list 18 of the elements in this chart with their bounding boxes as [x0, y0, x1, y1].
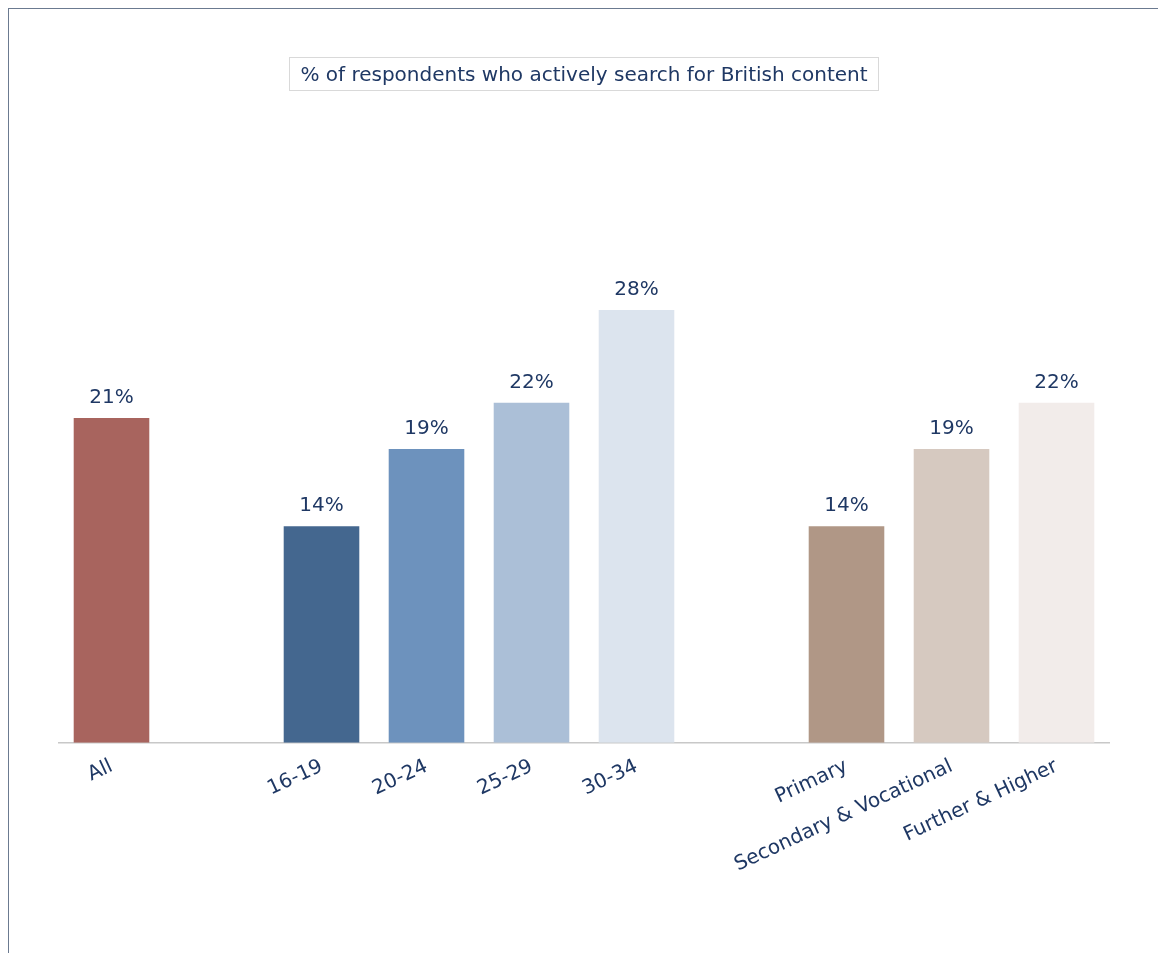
bar	[808, 526, 885, 743]
bar	[598, 309, 675, 743]
bar	[388, 449, 465, 743]
bar	[913, 449, 990, 743]
x-tick-label: All	[83, 753, 116, 786]
bar	[73, 418, 150, 743]
data-label: 19%	[929, 415, 974, 440]
bar	[283, 526, 360, 743]
data-label: 22%	[1034, 368, 1079, 393]
data-label: 22%	[509, 368, 554, 393]
data-label: 14%	[824, 492, 869, 517]
data-label: 21%	[89, 384, 134, 409]
bar	[1018, 402, 1095, 743]
data-label: 19%	[404, 415, 449, 440]
bar	[493, 402, 570, 743]
data-label: 14%	[299, 492, 344, 517]
data-label: 28%	[614, 276, 659, 301]
chart-title: % of respondents who actively search for British content	[289, 57, 879, 91]
